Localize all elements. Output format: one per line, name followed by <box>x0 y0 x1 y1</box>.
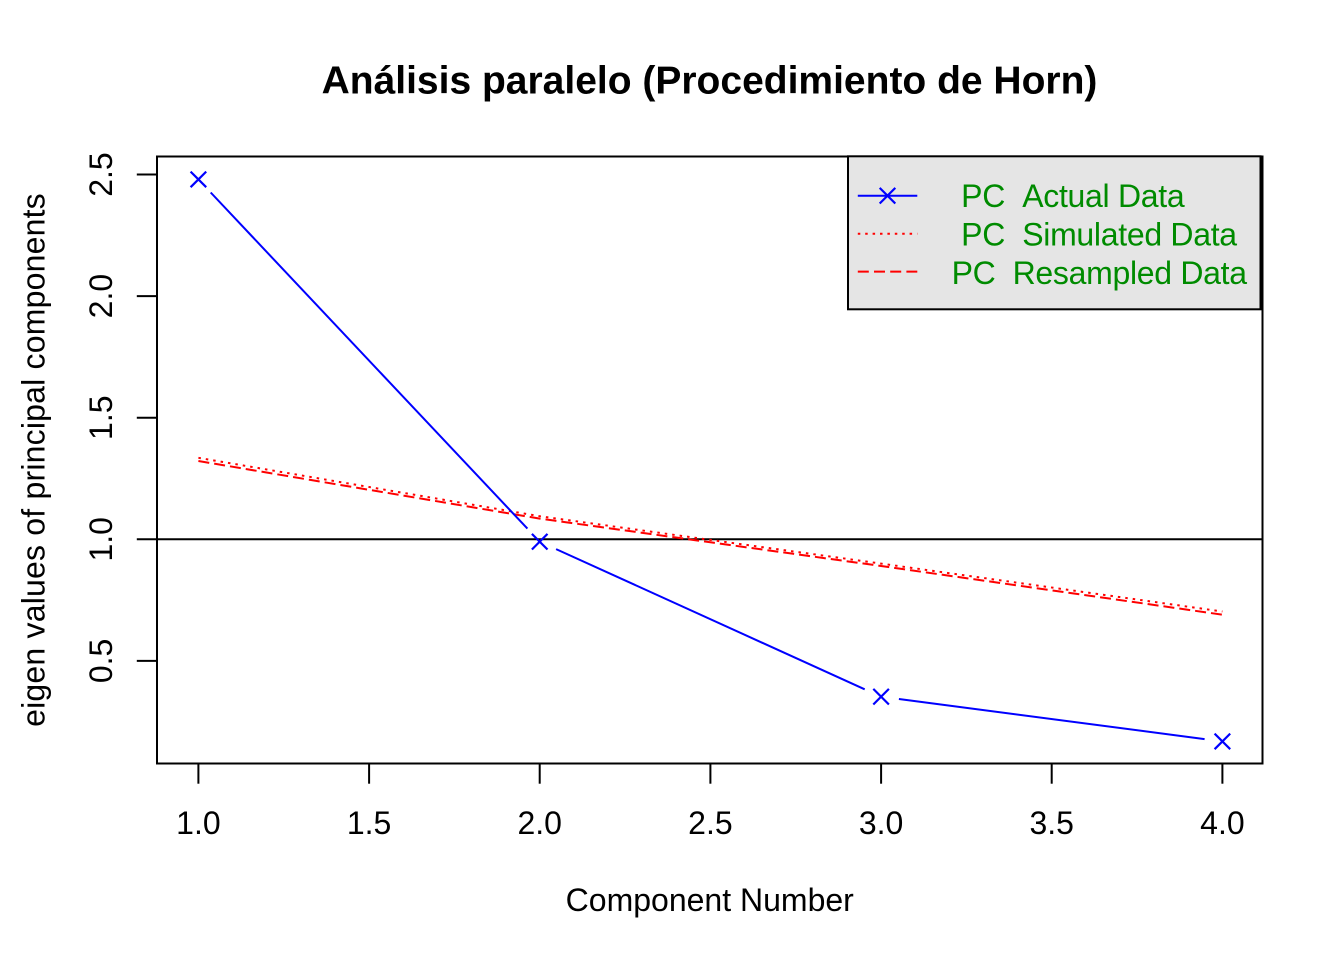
svg-text:0.5: 0.5 <box>83 639 119 683</box>
svg-text:eigen values of principal comp: eigen values of principal components <box>16 193 52 727</box>
svg-text:PC Resampled Data: PC Resampled Data <box>943 255 1247 291</box>
svg-text:1.0: 1.0 <box>176 805 220 841</box>
svg-text:Análisis paralelo (Procedimien: Análisis paralelo (Procedimiento de Horn… <box>322 60 1098 103</box>
svg-text:3.5: 3.5 <box>1029 805 1073 841</box>
svg-text:2.5: 2.5 <box>83 152 119 196</box>
svg-text:PC Actual Data: PC Actual Data <box>944 178 1185 214</box>
svg-text:2.5: 2.5 <box>688 805 732 841</box>
svg-text:3.0: 3.0 <box>859 805 903 841</box>
svg-text:1.0: 1.0 <box>83 517 119 561</box>
svg-text:2.0: 2.0 <box>83 274 119 318</box>
svg-text:PC Simulated Data: PC Simulated Data <box>944 217 1237 253</box>
svg-text:1.5: 1.5 <box>83 395 119 439</box>
svg-text:2.0: 2.0 <box>517 805 561 841</box>
svg-text:Component Number: Component Number <box>566 882 854 918</box>
svg-text:1.5: 1.5 <box>347 805 391 841</box>
svg-text:4.0: 4.0 <box>1200 805 1244 841</box>
